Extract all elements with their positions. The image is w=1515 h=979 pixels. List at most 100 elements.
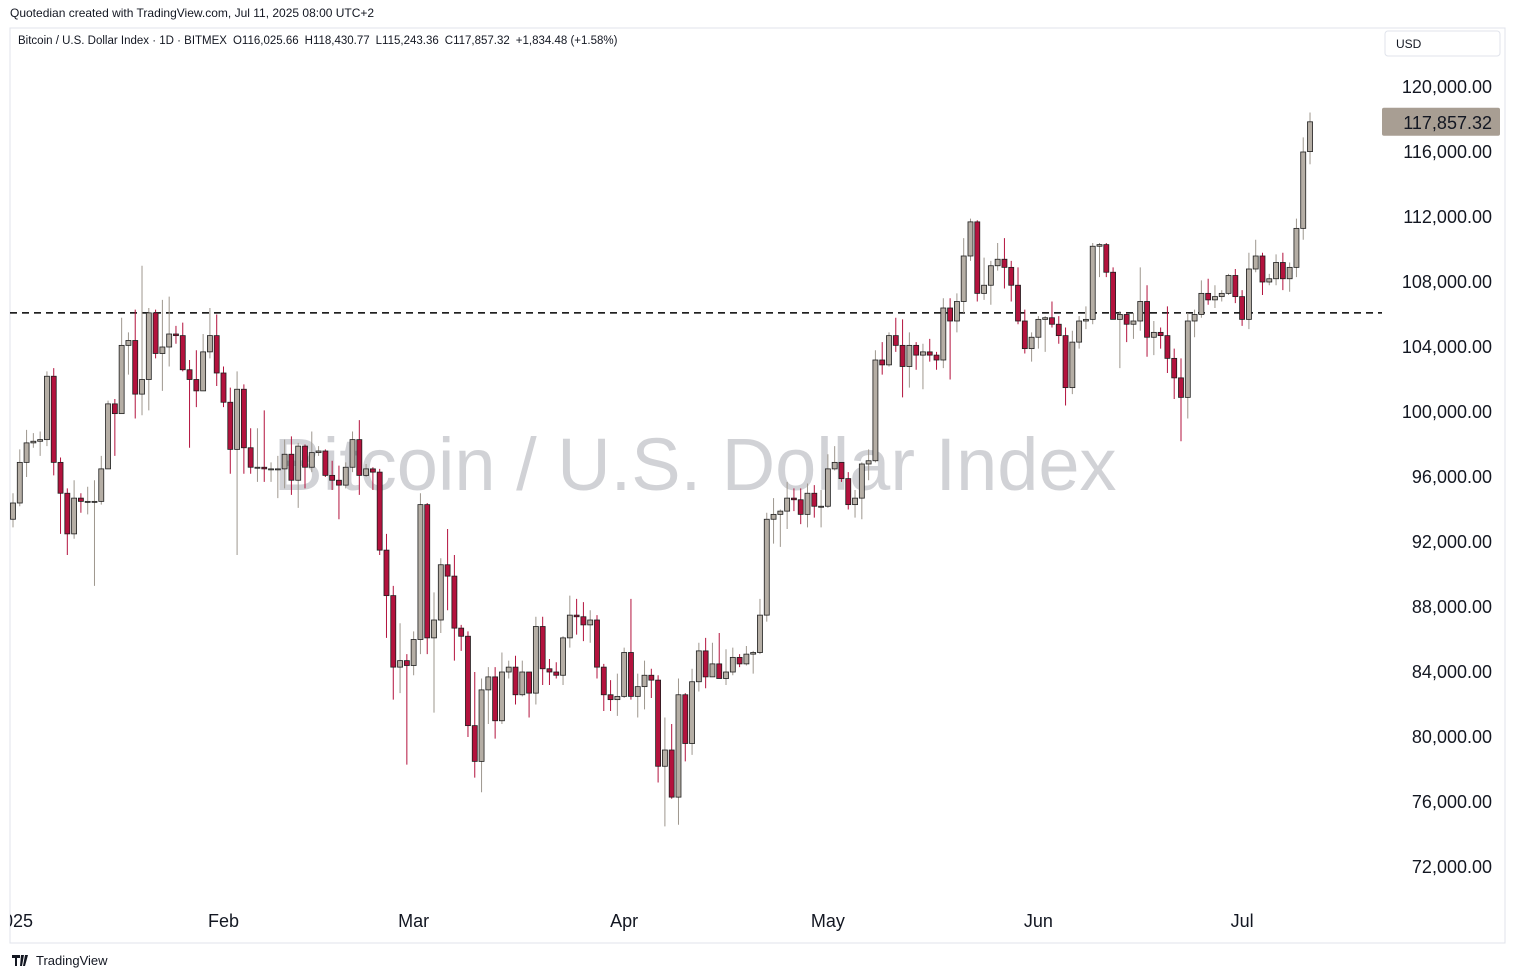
candle-body	[105, 403, 111, 470]
x-tick-label: Feb	[208, 911, 239, 931]
candle-body	[1021, 320, 1028, 350]
candle-body	[329, 474, 336, 481]
candle-body	[600, 666, 607, 696]
candle-body	[1028, 336, 1035, 350]
candle-body	[818, 505, 824, 508]
candle-body	[560, 637, 566, 676]
candle-body	[526, 671, 532, 694]
candle-body	[736, 656, 743, 665]
candle-body	[403, 660, 410, 666]
candle-body	[254, 466, 261, 469]
candle-body	[1171, 357, 1178, 379]
candle-body	[342, 466, 349, 486]
candle-body	[852, 497, 858, 506]
candle-body	[376, 471, 383, 551]
candle-body	[845, 478, 852, 506]
candle-body	[84, 500, 91, 503]
candle-body	[431, 619, 437, 639]
candle-body	[1150, 331, 1157, 338]
x-tick-label: May	[811, 911, 845, 931]
currency-button[interactable]	[1384, 30, 1501, 57]
candle-body	[981, 284, 987, 294]
candle-body	[954, 301, 960, 322]
candle-body	[410, 639, 417, 666]
candle-body	[1123, 314, 1130, 325]
candle-body	[1069, 341, 1076, 389]
y-tick-label: 120,000.00	[1402, 77, 1492, 97]
candle-body	[30, 440, 37, 444]
candle-body	[1089, 245, 1096, 320]
last-price-box	[1382, 107, 1500, 136]
candle-body	[451, 575, 458, 629]
candle-body	[1212, 296, 1218, 301]
candle-body	[702, 650, 709, 678]
candle-body	[227, 401, 234, 450]
logo	[12, 954, 28, 966]
x-tick-label: Jun	[1024, 911, 1053, 931]
candle-body	[634, 686, 641, 697]
candle-body	[831, 461, 838, 470]
candle-body	[723, 671, 729, 679]
candle-body	[661, 749, 668, 767]
candle-body	[573, 614, 580, 618]
candle-body	[1266, 278, 1273, 283]
candle-body	[458, 627, 465, 637]
candle-body	[485, 676, 492, 691]
y-tick-label: 92,000.00	[1412, 532, 1492, 552]
candle-body	[648, 674, 655, 681]
candle-body	[913, 344, 920, 356]
candle-body	[675, 694, 682, 798]
candle-body	[546, 668, 553, 673]
candle-body	[1191, 314, 1198, 322]
candle-body	[594, 619, 600, 668]
candle-body	[994, 258, 1001, 267]
candle-body	[838, 461, 845, 480]
candle-body	[933, 354, 940, 361]
candle-body	[539, 626, 546, 670]
y-tick-label: 116,000.00	[1403, 142, 1492, 162]
candle-body	[173, 333, 179, 337]
candle-body	[1307, 121, 1313, 152]
candle-body	[444, 564, 451, 577]
candle-body	[1042, 317, 1049, 320]
candle-body	[1055, 323, 1062, 337]
candle-body	[1232, 275, 1239, 298]
candle-body	[1198, 292, 1205, 315]
y-tick-label: 76,000.00	[1412, 792, 1492, 812]
candle-body	[743, 653, 750, 665]
ohlc-close: C117,857.32	[444, 35, 510, 47]
candle-body	[1293, 227, 1300, 268]
candle-body	[858, 463, 865, 499]
candle-body	[689, 681, 695, 744]
candle-body	[1279, 262, 1286, 280]
footer: TradingView	[12, 953, 108, 968]
candle-body	[132, 340, 139, 395]
candle-body	[471, 725, 478, 762]
candle-body	[369, 468, 376, 473]
candle-body	[50, 375, 57, 463]
currency[interactable]: USD	[1396, 37, 1422, 51]
candle-body	[628, 652, 634, 697]
candle-body	[607, 694, 614, 701]
candle-body	[220, 372, 227, 403]
candle-body	[621, 652, 628, 697]
candle-body	[261, 466, 268, 470]
candle-body	[57, 461, 64, 494]
ohlc-open: O116,025.66	[232, 35, 299, 47]
candle-body	[824, 468, 831, 507]
candle-body	[926, 351, 933, 356]
candle-body	[804, 492, 811, 515]
candle-body	[118, 344, 125, 415]
x-tick-label: Apr	[610, 911, 638, 931]
candle-body	[1130, 320, 1137, 325]
x-tick-label: Jul	[1231, 911, 1254, 931]
candle-body	[791, 497, 797, 501]
candle-body	[383, 549, 390, 597]
candle-body	[1239, 296, 1246, 320]
candle-body	[288, 453, 295, 481]
candle-body	[336, 479, 342, 486]
x-tick-label: Mar	[398, 911, 429, 931]
candle-body	[1001, 258, 1008, 268]
